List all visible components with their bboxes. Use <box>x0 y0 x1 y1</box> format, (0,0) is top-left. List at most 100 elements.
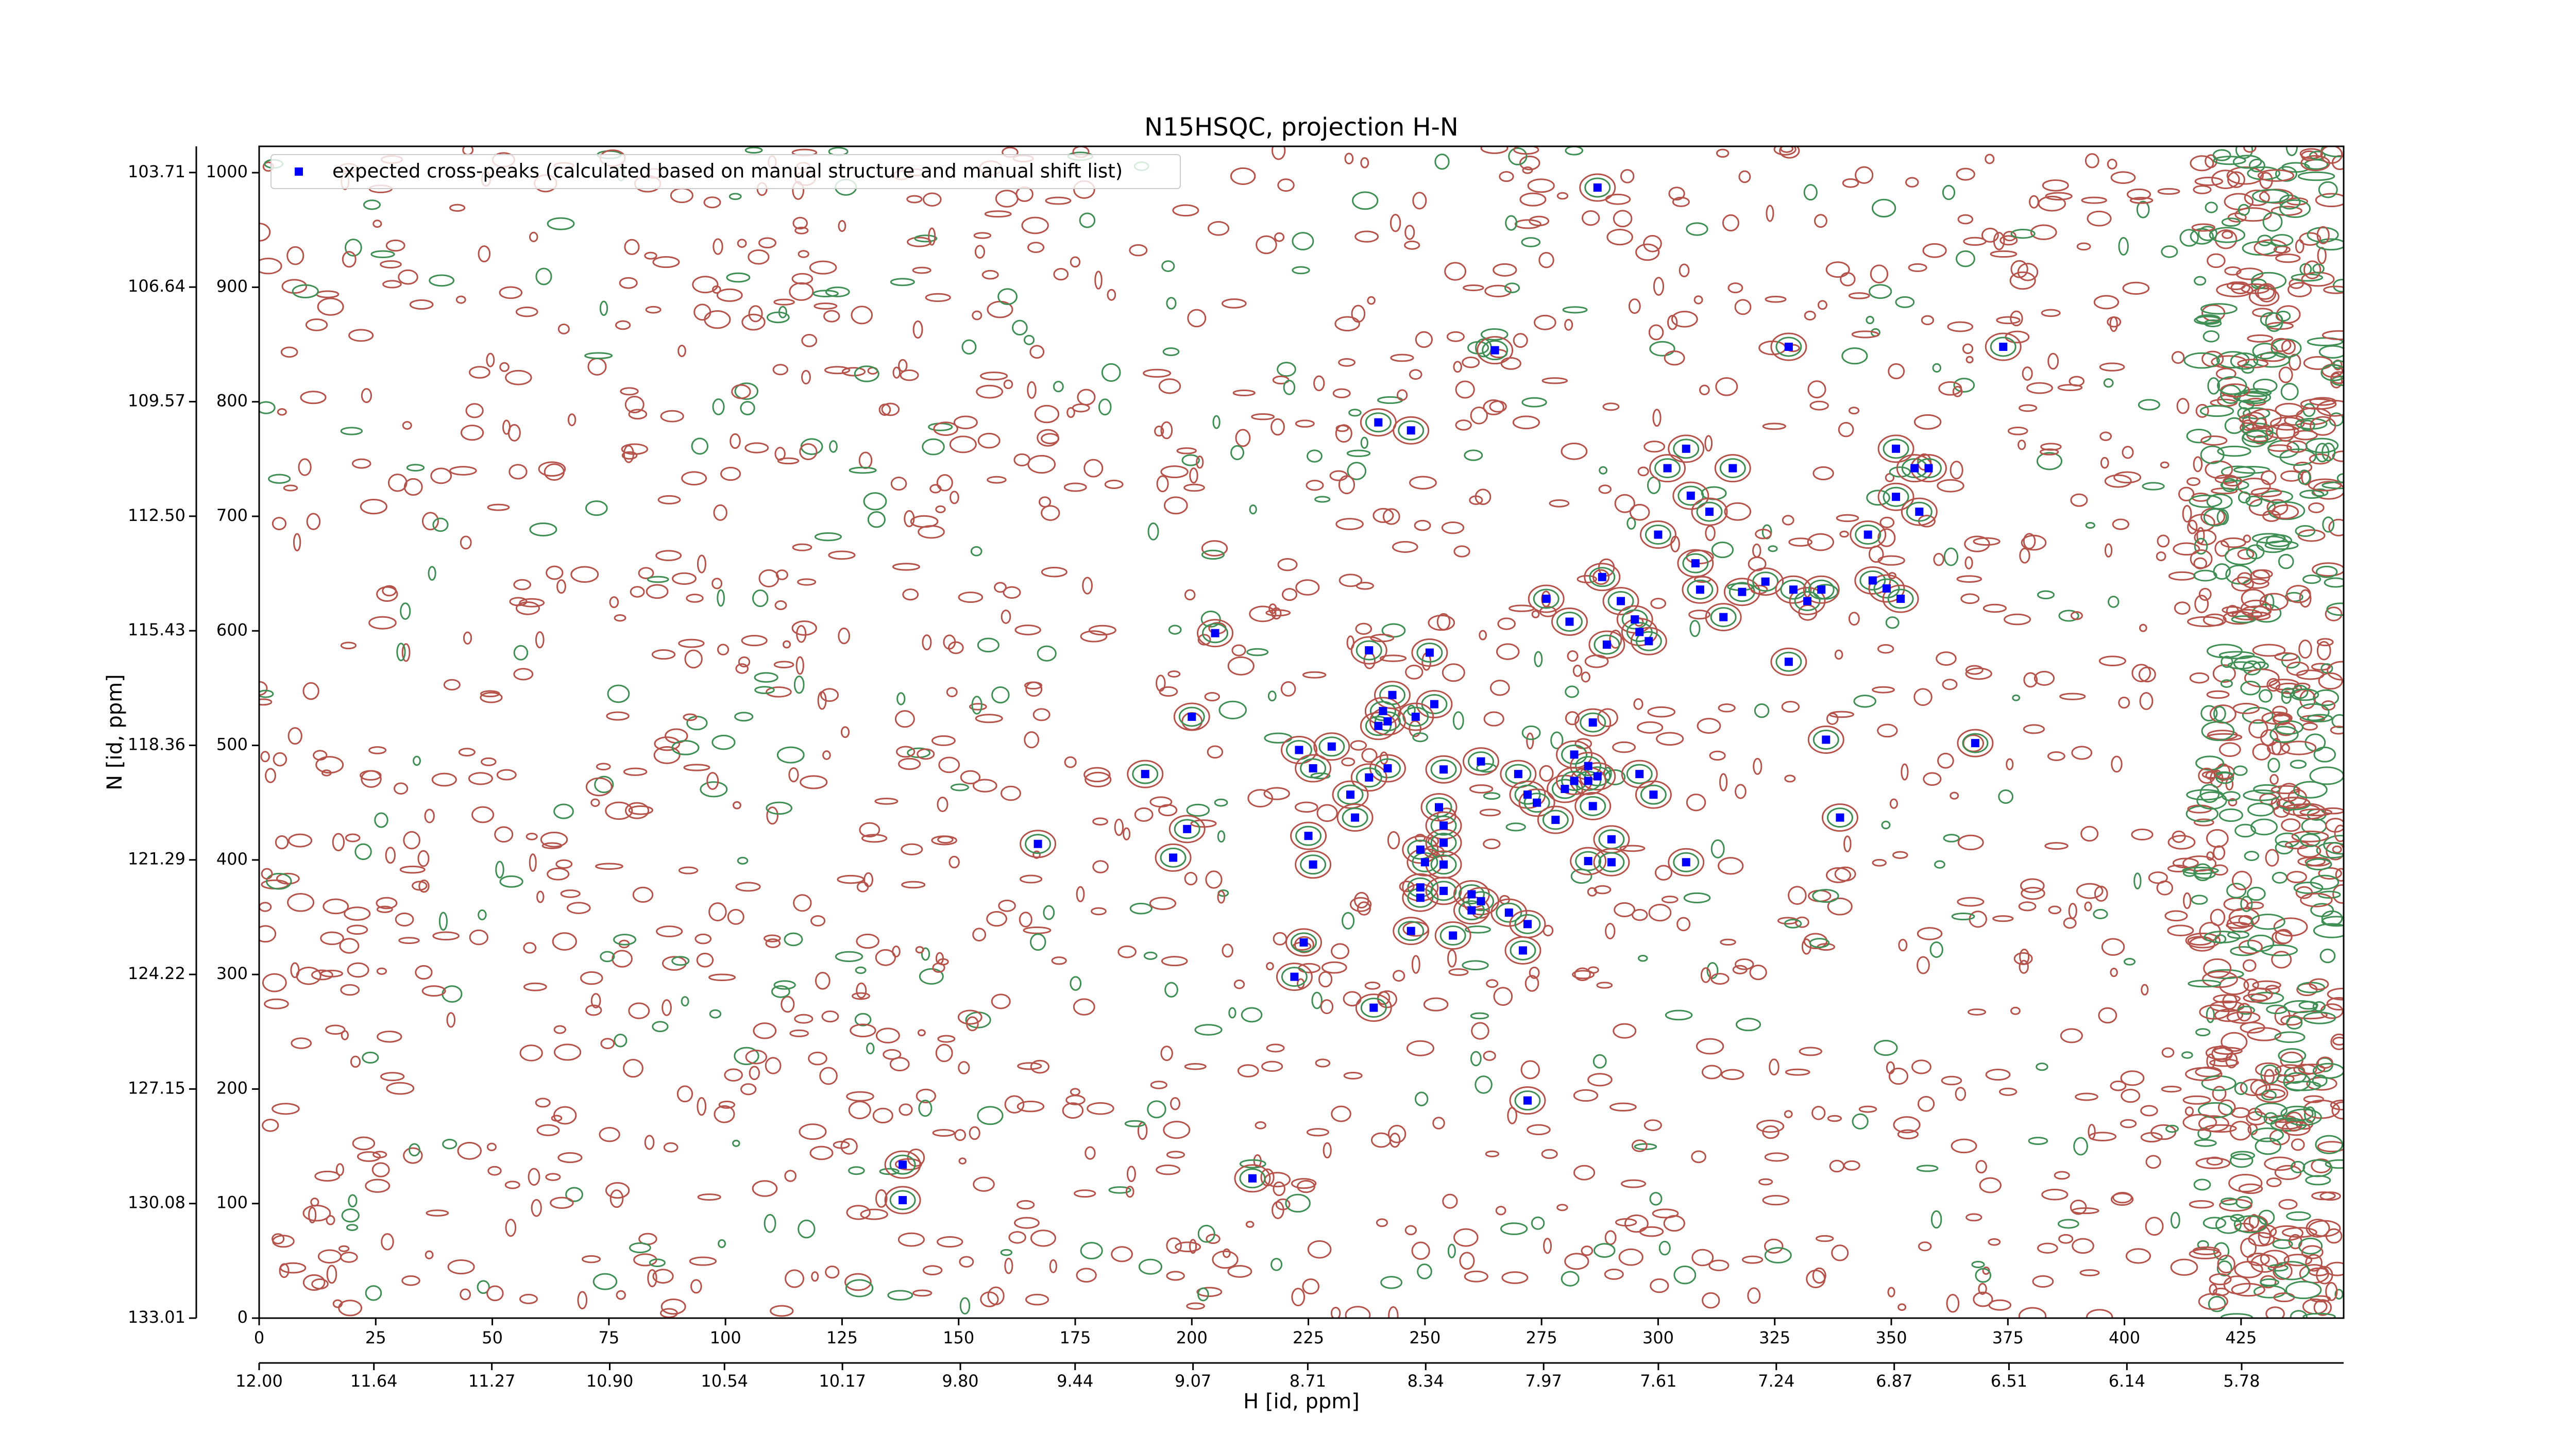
contour <box>861 834 888 843</box>
contour <box>1756 1119 1785 1133</box>
contour <box>2276 423 2296 442</box>
peak-contour <box>1877 482 1914 511</box>
contour <box>1462 960 1489 970</box>
contour <box>1762 1195 1790 1206</box>
contour <box>706 772 719 790</box>
peak-contour <box>1295 825 1322 846</box>
contour <box>2071 746 2093 760</box>
contour <box>2267 757 2280 773</box>
contour <box>2293 781 2328 799</box>
contour <box>2141 984 2149 996</box>
contour <box>2202 613 2227 627</box>
contour <box>1700 967 1711 983</box>
contour <box>829 440 838 453</box>
contour <box>320 931 344 946</box>
contour <box>1957 214 1974 225</box>
contour <box>866 1042 875 1055</box>
contour <box>449 466 477 476</box>
contour <box>652 256 680 268</box>
point <box>1290 972 1299 981</box>
contour <box>1338 475 1355 495</box>
contour <box>2054 1171 2070 1180</box>
contour <box>361 770 382 788</box>
contour <box>663 1142 679 1153</box>
contour <box>2299 589 2312 608</box>
point <box>1682 444 1690 453</box>
contour <box>773 661 794 669</box>
contour <box>1965 1213 1982 1222</box>
contour <box>1227 1265 1252 1278</box>
contour <box>2198 1102 2233 1119</box>
contour <box>1543 1238 1552 1254</box>
contour <box>1951 1138 1977 1154</box>
contour <box>346 1224 359 1231</box>
contour <box>1505 822 1526 832</box>
contour <box>1985 154 1995 164</box>
contour <box>1950 461 1963 480</box>
contour <box>382 280 402 289</box>
contour <box>557 323 570 334</box>
contour <box>1804 310 1816 321</box>
contour <box>2312 1074 2328 1087</box>
contour <box>2260 1250 2290 1269</box>
contour <box>1070 1088 1080 1096</box>
contour <box>2191 223 2215 232</box>
contour <box>2211 170 2240 189</box>
contour <box>1879 516 1895 529</box>
contour <box>1699 384 1710 395</box>
contour <box>738 656 751 668</box>
contour <box>1780 146 1794 153</box>
contour <box>553 803 574 819</box>
contour <box>2299 490 2325 499</box>
contour <box>1272 146 1286 160</box>
contour <box>773 298 795 306</box>
contour <box>1156 675 1166 692</box>
contour <box>2250 1079 2270 1096</box>
contour <box>2281 1121 2311 1136</box>
contour <box>2161 1085 2182 1093</box>
contour <box>2208 1295 2226 1312</box>
y-tick-label: 400 <box>216 849 248 869</box>
peak-contour <box>1537 805 1574 834</box>
contour <box>280 1262 307 1274</box>
contour <box>823 310 840 323</box>
point <box>1248 1174 1257 1183</box>
peak-contour <box>1645 525 1671 545</box>
peak-contour <box>1350 763 1387 792</box>
contour <box>1533 314 1556 330</box>
contour <box>1587 966 1599 974</box>
contour <box>2186 477 2200 486</box>
contour <box>2309 397 2336 406</box>
point <box>1383 764 1392 773</box>
contour <box>2019 547 2030 564</box>
peak-contour <box>1523 793 1550 813</box>
contour <box>2004 613 2031 626</box>
contour <box>2101 938 2125 956</box>
contour <box>789 1029 809 1037</box>
point <box>1351 813 1360 822</box>
peak-contour <box>1542 810 1569 830</box>
contour <box>455 295 466 304</box>
contour <box>2211 1045 2233 1063</box>
contour <box>2060 1028 2083 1043</box>
contour <box>1025 681 1043 697</box>
contour <box>401 1275 420 1286</box>
contour <box>2286 661 2309 676</box>
point <box>1817 585 1826 594</box>
contour <box>1489 680 1510 696</box>
contour <box>1599 466 1608 475</box>
contour <box>922 438 945 456</box>
contour <box>1917 956 1930 974</box>
x-tick-label: 250 <box>1409 1328 1440 1347</box>
contour <box>1318 971 1333 988</box>
contour <box>2241 419 2255 431</box>
contour <box>1214 798 1228 807</box>
contour <box>914 234 938 243</box>
contour <box>708 902 727 921</box>
contour <box>2209 1058 2239 1067</box>
contour <box>2226 1011 2261 1024</box>
contour <box>1189 467 1198 484</box>
contour <box>460 1288 471 1301</box>
contour <box>2325 1159 2344 1169</box>
point <box>1309 764 1317 773</box>
